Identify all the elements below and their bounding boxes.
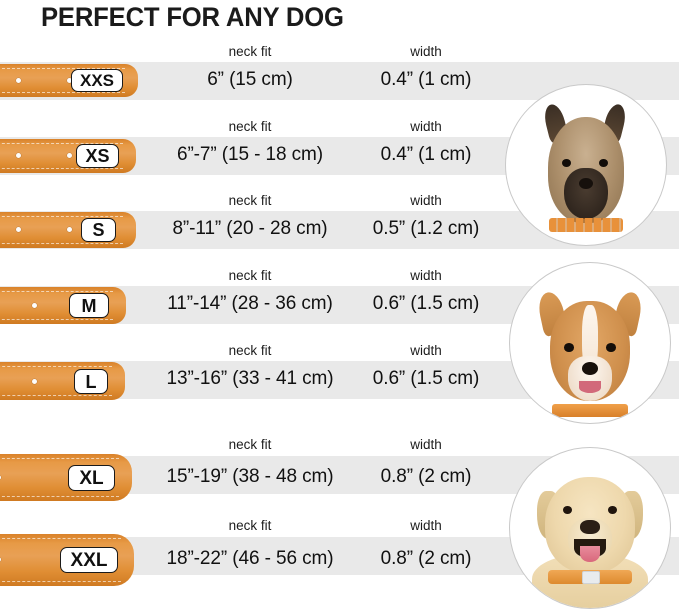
stitch-line-top bbox=[0, 366, 112, 367]
stitch-line-top bbox=[0, 68, 125, 69]
collar-hole bbox=[32, 379, 37, 384]
labrador-eye-left bbox=[562, 505, 573, 515]
collar-strap-l: L bbox=[0, 362, 125, 400]
column-header-neck-fit: neck fit bbox=[228, 343, 272, 358]
stitch-line-top bbox=[0, 458, 119, 459]
collar-strap-xxl: XXL bbox=[0, 534, 134, 586]
corgi-illustration bbox=[510, 263, 670, 423]
width-value-l: 0.6” (1.5 cm) bbox=[372, 368, 480, 389]
column-header-neck-fit: neck fit bbox=[228, 268, 272, 283]
corgi-nose bbox=[582, 362, 598, 375]
labrador-photo bbox=[509, 447, 671, 609]
collar-hole bbox=[32, 303, 37, 308]
collar-hole bbox=[67, 227, 72, 232]
size-badge-xs: XS bbox=[76, 144, 119, 168]
collar-strap-m: M bbox=[0, 287, 126, 324]
collar-hole bbox=[67, 78, 72, 83]
size-badge-l: L bbox=[74, 369, 108, 394]
collar-strap-s: S bbox=[0, 212, 136, 248]
collar-hole bbox=[0, 475, 1, 480]
size-badge-xl: XL bbox=[68, 465, 115, 491]
column-header-width: width bbox=[410, 343, 442, 358]
width-value-xxl: 0.8” (2 cm) bbox=[380, 548, 472, 569]
neck-fit-value-xs: 6”-7” (15 - 18 cm) bbox=[176, 144, 324, 165]
neck-fit-value-xxl: 18”-22” (46 - 56 cm) bbox=[166, 548, 334, 569]
width-value-xs: 0.4” (1 cm) bbox=[380, 144, 472, 165]
collar-strap-xl: XL bbox=[0, 454, 132, 501]
column-header-width: width bbox=[410, 437, 442, 452]
collar-hole bbox=[16, 78, 21, 83]
column-header-neck-fit: neck fit bbox=[228, 193, 272, 208]
neck-fit-value-l: 13”-16” (33 - 41 cm) bbox=[166, 368, 334, 389]
neck-fit-value-xxs: 6” (15 cm) bbox=[207, 69, 293, 90]
stitch-line-top bbox=[0, 291, 113, 292]
column-header-neck-fit: neck fit bbox=[228, 518, 272, 533]
corgi-photo bbox=[509, 262, 671, 424]
terrier-nose bbox=[578, 177, 594, 189]
neck-fit-value-s: 8”-11” (20 - 28 cm) bbox=[172, 218, 328, 239]
size-badge-m: M bbox=[69, 293, 109, 318]
width-value-m: 0.6” (1.5 cm) bbox=[372, 293, 480, 314]
terrier-eye-left bbox=[562, 158, 571, 167]
terrier-illustration bbox=[506, 85, 666, 245]
labrador-eye-right bbox=[607, 505, 618, 515]
column-header-width: width bbox=[410, 119, 442, 134]
collar-strap-xxs: XXS bbox=[0, 64, 138, 97]
stitch-line-bottom bbox=[0, 581, 121, 582]
column-header-width: width bbox=[410, 518, 442, 533]
size-badge-s: S bbox=[81, 218, 116, 242]
stitch-line-top bbox=[0, 216, 123, 217]
labrador-tongue bbox=[580, 545, 600, 562]
labrador-collar-buckle bbox=[582, 571, 600, 585]
size-badge-xxl: XXL bbox=[60, 547, 118, 573]
collar-hole bbox=[16, 227, 21, 232]
terrier-muzzle bbox=[563, 168, 609, 220]
stitch-line-bottom bbox=[0, 496, 119, 497]
stitch-line-bottom bbox=[0, 168, 123, 169]
column-header-width: width bbox=[410, 44, 442, 59]
cairn-terrier-photo bbox=[505, 84, 667, 246]
neck-fit-value-xl: 15”-19” (38 - 48 cm) bbox=[166, 466, 334, 487]
stitch-line-bottom bbox=[0, 319, 113, 320]
page-title: PERFECT FOR ANY DOG bbox=[41, 2, 344, 32]
stitch-line-bottom bbox=[0, 92, 125, 93]
column-header-neck-fit: neck fit bbox=[228, 44, 272, 59]
labrador-illustration bbox=[510, 448, 670, 608]
terrier-eye-right bbox=[598, 158, 608, 167]
corgi-eye-left bbox=[564, 343, 574, 352]
column-header-width: width bbox=[410, 193, 442, 208]
size-badge-xxs: XXS bbox=[71, 69, 123, 92]
width-value-s: 0.5” (1.2 cm) bbox=[372, 218, 480, 239]
column-header-neck-fit: neck fit bbox=[228, 437, 272, 452]
corgi-mouth bbox=[578, 381, 602, 393]
neck-fit-value-m: 11”-14” (28 - 36 cm) bbox=[167, 293, 333, 314]
width-value-xl: 0.8” (2 cm) bbox=[380, 466, 472, 487]
corgi-orange-collar bbox=[551, 403, 629, 417]
collar-hole bbox=[0, 557, 1, 562]
stitch-line-top bbox=[0, 538, 121, 539]
terrier-orange-collar bbox=[549, 217, 623, 233]
stitch-line-top bbox=[0, 143, 123, 144]
collar-hole bbox=[67, 153, 72, 158]
labrador-nose bbox=[580, 520, 600, 535]
column-header-neck-fit: neck fit bbox=[228, 119, 272, 134]
stitch-line-bottom bbox=[0, 395, 112, 396]
collar-strap-xs: XS bbox=[0, 139, 136, 173]
corgi-face-blaze bbox=[582, 304, 598, 372]
stitch-line-bottom bbox=[0, 243, 123, 244]
width-value-xxs: 0.4” (1 cm) bbox=[380, 69, 472, 90]
corgi-eye-right bbox=[606, 343, 616, 352]
collar-hole bbox=[16, 153, 21, 158]
column-header-width: width bbox=[410, 268, 442, 283]
